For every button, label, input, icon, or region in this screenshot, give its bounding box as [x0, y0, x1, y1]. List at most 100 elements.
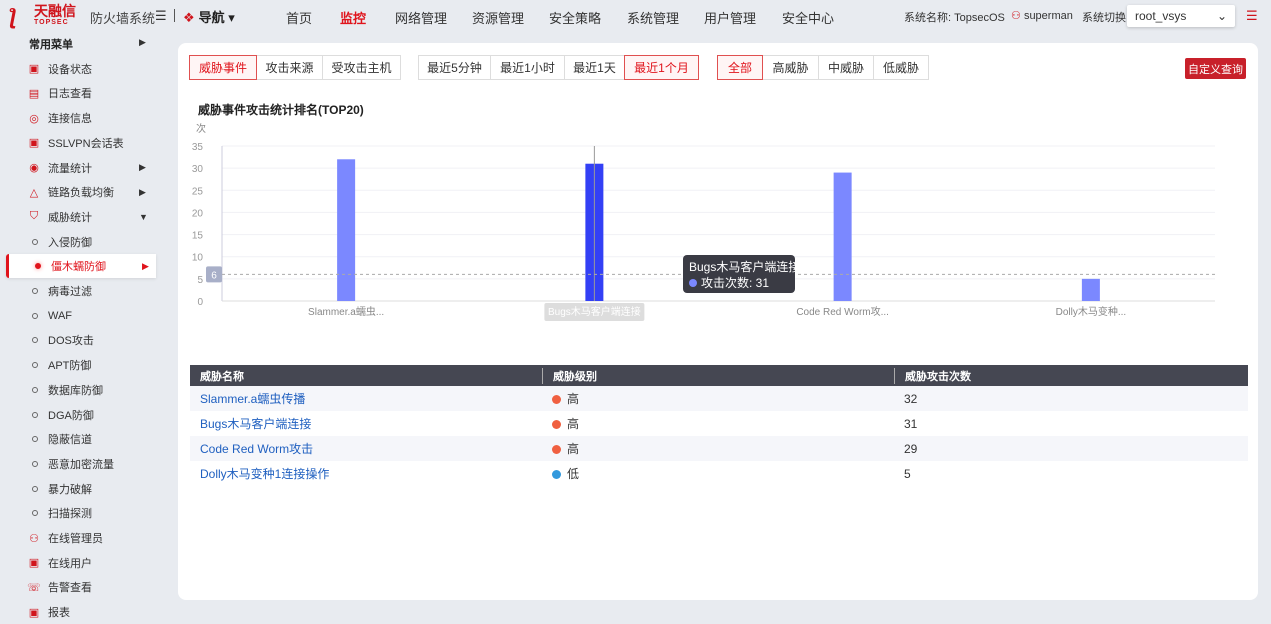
attack-count: 31: [904, 416, 918, 431]
top-bar: ƪ 天融信 TOPSEC 防火墙系统 ☰ ❖ 导航 ▾ 首页 监控 网络管理 资源管理…: [0, 0, 1271, 32]
menu-resource[interactable]: 资源管理: [472, 11, 525, 26]
sidebar-item[interactable]: ◉ 流量统计 ▶: [0, 156, 156, 180]
col-level[interactable]: 威胁级别: [542, 367, 894, 384]
bar-chart: 次 0 5 10 15 20 25 30 35 Slammer.a蠕虫... Bugs木马客户端连接…: [192, 122, 1215, 321]
sidebar-subitem[interactable]: 暴力破解: [0, 477, 156, 501]
sidebar-item-label: 数据库防御: [48, 384, 103, 397]
filter-tab[interactable]: 受攻击主机: [322, 55, 401, 80]
sidebar-item[interactable]: ⛉ 威胁统计 ▼: [0, 205, 156, 229]
menu-user[interactable]: 用户管理: [704, 11, 757, 26]
filter-tab[interactable]: 最近1小时: [490, 55, 565, 80]
menu-monitor[interactable]: 监控: [340, 11, 367, 26]
sidebar-subitem[interactable]: 僵木蠕防御 ▶: [6, 254, 156, 279]
filter-tab[interactable]: 中威胁: [818, 55, 874, 80]
list-menu-icon[interactable]: ☰: [1246, 8, 1258, 23]
average-label: 6: [211, 270, 217, 281]
level-text: 高: [567, 417, 580, 431]
bar[interactable]: [337, 159, 356, 301]
filter-tab[interactable]: 威胁事件: [189, 55, 257, 80]
x-tick-label: Slammer.a蠕虫...: [308, 306, 384, 318]
sidebar-item-label: APT防御: [48, 360, 92, 373]
menu-home[interactable]: 首页: [286, 11, 313, 26]
y-tick-label: 35: [192, 142, 204, 153]
y-tick-label: 30: [192, 164, 204, 175]
nav-icon: ❖: [183, 10, 195, 25]
level-text: 高: [567, 442, 580, 456]
sidebar-subitem[interactable]: WAF: [0, 304, 156, 328]
series-dot-icon: [689, 279, 697, 287]
menu-item-icon: ▣: [28, 63, 40, 76]
sidebar-subitem[interactable]: 隐蔽信道: [0, 427, 156, 451]
sidebar-item[interactable]: ▤ 日志查看: [0, 81, 156, 105]
sidebar-subitem[interactable]: 入侵防御: [0, 230, 156, 254]
table-header: 威胁名称 威胁级别 威胁攻击次数: [190, 365, 1248, 386]
level-text: 高: [567, 392, 580, 406]
level-text: 低: [567, 467, 580, 481]
sidebar-item[interactable]: ⚇ 在线管理员: [0, 526, 156, 550]
sidebar-item-label: WAF: [48, 309, 73, 322]
sidebar-item[interactable]: ▣ 在线用户: [0, 551, 156, 575]
user-icon: ⚇: [1011, 10, 1021, 22]
filter-tab[interactable]: 最近1个月: [624, 55, 699, 80]
threat-level: 高: [542, 440, 894, 457]
threat-name-link[interactable]: Bugs木马客户端连接: [200, 417, 312, 431]
nav-dropdown[interactable]: ❖ 导航 ▾: [183, 10, 235, 25]
bar[interactable]: [1081, 278, 1100, 301]
col-name[interactable]: 威胁名称: [200, 370, 244, 383]
caret-right-icon[interactable]: ▶: [139, 37, 146, 47]
menu-fold-icon[interactable]: ☰: [155, 8, 167, 23]
sidebar-item-label: 连接信息: [48, 113, 92, 126]
sidebar-item-label: 链路负载均衡: [48, 187, 114, 200]
attack-count: 32: [904, 391, 918, 406]
user-menu[interactable]: ⚇ superman: [1011, 10, 1073, 22]
bullet-icon: [32, 510, 38, 517]
menu-security[interactable]: 安全中心: [782, 11, 835, 26]
sidebar-subitem[interactable]: 扫描探测: [0, 501, 156, 525]
threat-name-link[interactable]: Dolly木马变种1连接操作: [200, 467, 330, 481]
y-tick-label: 0: [197, 297, 203, 308]
menu-system[interactable]: 系统管理: [627, 11, 680, 26]
sidebar-item[interactable]: ☏ 告警查看: [0, 575, 156, 599]
table-row: Code Red Worm攻击 高 29: [190, 436, 1248, 461]
bullet-icon: [32, 460, 38, 467]
sidebar-subitem[interactable]: DOS攻击: [0, 328, 156, 352]
filter-tab[interactable]: 低威胁: [873, 55, 929, 80]
sidebar-subitem[interactable]: 数据库防御: [0, 378, 156, 402]
sidebar-item[interactable]: ▣ 报表: [0, 600, 156, 624]
level-dot-icon: [552, 445, 561, 454]
sidebar-item[interactable]: ▣ SSLVPN会话表: [0, 131, 156, 155]
menu-item-icon: ⛉: [29, 210, 39, 223]
menu-item-icon: ▣: [28, 606, 40, 619]
filter-tab[interactable]: 全部: [717, 55, 763, 80]
custom-query-button[interactable]: 自定义查询: [1185, 58, 1246, 79]
caret-right-icon: ▶: [139, 162, 146, 172]
sidebar-subitem[interactable]: DGA防御: [0, 403, 156, 427]
sidebar-item-label: SSLVPN会话表: [48, 137, 124, 150]
col-count[interactable]: 威胁攻击次数: [894, 367, 1248, 384]
sidebar-item-label: DOS攻击: [48, 335, 94, 348]
threat-name-link[interactable]: Slammer.a蠕虫传播: [200, 392, 306, 406]
sidebar-subitem[interactable]: 恶意加密流量: [0, 452, 156, 476]
sidebar-item-label: 病毒过滤: [48, 286, 92, 298]
sidebar-subitem[interactable]: APT防御: [0, 353, 156, 377]
sidebar-item-label: 报表: [48, 607, 70, 620]
sidebar-item[interactable]: ◎ 连接信息: [0, 106, 156, 130]
threat-level: 高: [542, 390, 894, 407]
menu-item-icon: ▣: [28, 137, 40, 150]
menu-network[interactable]: 网络管理: [395, 11, 448, 26]
filter-tab[interactable]: 最近5分钟: [418, 55, 491, 80]
sidebar-item-label: 隐蔽信道: [48, 434, 92, 447]
sidebar-item-label: 暴力破解: [48, 483, 92, 496]
table-row: Dolly木马变种1连接操作 低 5: [190, 461, 1248, 486]
vsys-select[interactable]: root_vsys ⌄: [1127, 5, 1235, 27]
level-dot-icon: [552, 420, 561, 429]
sidebar-item-label: 设备状态: [48, 63, 92, 76]
sidebar-subitem[interactable]: 病毒过滤: [0, 279, 156, 303]
bar[interactable]: [833, 172, 852, 301]
sidebar-item[interactable]: ▣ 设备状态: [0, 57, 156, 81]
chevron-down-icon: ⌄: [1216, 9, 1227, 23]
threat-name-link[interactable]: Code Red Worm攻击: [200, 442, 314, 456]
filter-tab[interactable]: 最近1天: [564, 55, 625, 80]
menu-policy[interactable]: 安全策略: [549, 11, 602, 26]
sidebar-item[interactable]: △ 链路负载均衡 ▶: [0, 180, 156, 204]
